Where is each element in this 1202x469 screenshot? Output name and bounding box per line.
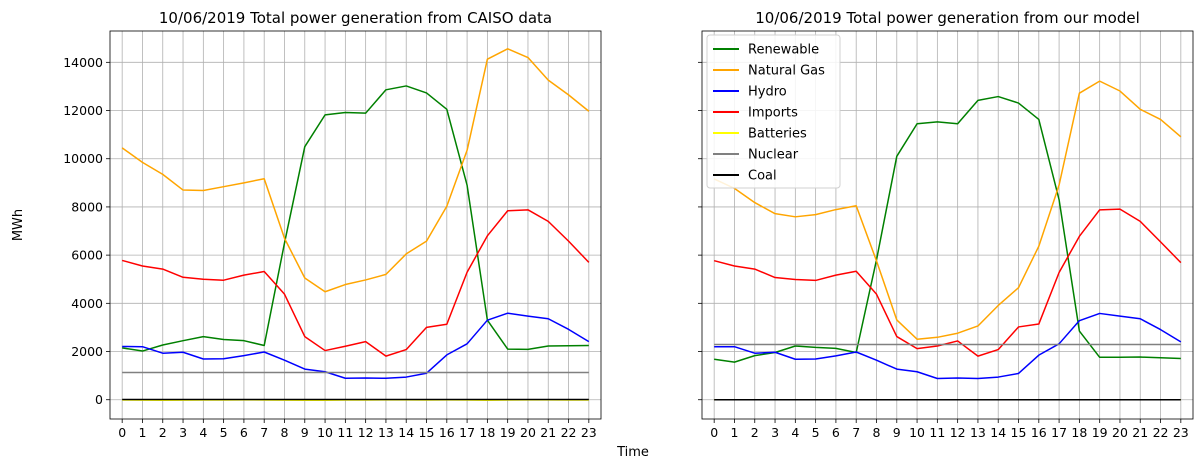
x-tick-label: 17	[1051, 425, 1067, 440]
x-tick-label: 2	[751, 425, 759, 440]
legend-entry: Renewable	[748, 43, 819, 58]
x-tick-label: 20	[520, 425, 536, 440]
x-tick-label: 10	[317, 425, 333, 440]
x-tick-label: 16	[439, 425, 455, 440]
x-tick-label: 14	[398, 425, 414, 440]
x-tick-label: 6	[832, 425, 840, 440]
y-axis-label: MWh	[11, 209, 26, 241]
series-line-hydro	[122, 312, 590, 380]
x-tick-label: 7	[260, 425, 268, 440]
series-line-renewable	[122, 85, 589, 352]
x-tick-label: 22	[561, 425, 577, 440]
chart-title: 10/06/2019 Total power generation from C…	[159, 9, 552, 27]
x-tick-label: 8	[873, 425, 881, 440]
x-tick-label: 8	[281, 425, 289, 440]
x-tick-label: 17	[459, 425, 475, 440]
legend-entry: Batteries	[748, 127, 807, 142]
series-line-natural-gas	[121, 48, 590, 293]
legend-box	[706, 34, 841, 189]
legend-entry: Hydro	[748, 85, 787, 100]
y-tick-label: 10000	[63, 151, 103, 166]
x-tick-label: 1	[730, 425, 738, 440]
x-tick-label: 18	[1071, 425, 1087, 440]
x-tick-label: 21	[540, 425, 556, 440]
legend-entry: Imports	[748, 106, 798, 121]
x-tick-label: 23	[1173, 425, 1189, 440]
legend-entry: Nuclear	[748, 148, 799, 163]
x-tick-label: 18	[479, 425, 495, 440]
x-tick-label: 19	[500, 425, 516, 440]
y-tick-label: 2000	[71, 344, 103, 359]
x-tick-label: 12	[950, 425, 966, 440]
x-tick-label: 22	[1153, 425, 1169, 440]
x-tick-label: 4	[791, 425, 799, 440]
subplot-2: 0 1 2 3 4 5 6 7 8 9 10 11 12 13 14 15 16 17 18 19 20 21 22 2310…	[698, 9, 1194, 440]
series-line-renewable	[714, 95, 1181, 363]
series-line-imports	[713, 208, 1182, 357]
series-line-imports	[121, 209, 590, 357]
y-tick-label: 12000	[63, 103, 103, 118]
y-tick-label: 14000	[63, 55, 103, 70]
legend-entry: Natural Gas	[748, 64, 825, 79]
x-tick-label: 10	[909, 425, 925, 440]
series-line-natural-gas	[713, 80, 1182, 340]
x-tick-label: 19	[1092, 425, 1108, 440]
x-tick-label: 23	[581, 425, 597, 440]
x-tick-label: 5	[812, 425, 820, 440]
series-line-hydro	[714, 312, 1182, 380]
x-tick-label: 13	[970, 425, 986, 440]
plot-frame	[109, 30, 602, 420]
plot-frame	[701, 30, 1194, 420]
x-axis-label: Time	[616, 445, 649, 460]
x-tick-label: 0	[710, 425, 718, 440]
x-tick-label: 4	[199, 425, 207, 440]
x-tick-label: 11	[337, 425, 353, 440]
x-tick-label: 15	[1011, 425, 1027, 440]
chart-title: 10/06/2019 Total power generation from o…	[755, 9, 1140, 27]
x-tick-label: 5	[220, 425, 228, 440]
x-tick-label: 15	[419, 425, 435, 440]
x-tick-label: 2	[159, 425, 167, 440]
x-tick-label: 11	[929, 425, 945, 440]
x-tick-label: 3	[771, 425, 779, 440]
subplot-1: 0 1 2 3 4 5 6 7 8 9 10 11 12 13 14 15 16 17 18 19 20 21 22 2302…	[63, 9, 602, 440]
legend: Renewable Natural Gas Hydro Imports Batterie…	[706, 34, 841, 189]
x-tick-label: 6	[240, 425, 248, 440]
legend-entry: Coal	[748, 169, 777, 184]
x-tick-label: 20	[1112, 425, 1128, 440]
x-tick-label: 14	[990, 425, 1006, 440]
y-tick-label: 6000	[71, 248, 103, 263]
x-tick-label: 1	[138, 425, 146, 440]
y-tick-label: 0	[95, 392, 103, 407]
x-tick-label: 0	[118, 425, 126, 440]
x-tick-label: 9	[301, 425, 309, 440]
x-tick-label: 7	[852, 425, 860, 440]
x-tick-label: 12	[358, 425, 374, 440]
x-tick-label: 9	[893, 425, 901, 440]
y-tick-label: 8000	[71, 199, 103, 214]
x-tick-label: 13	[378, 425, 394, 440]
x-tick-label: 21	[1132, 425, 1148, 440]
x-tick-label: 16	[1031, 425, 1047, 440]
x-tick-label: 3	[179, 425, 187, 440]
y-tick-label: 4000	[71, 296, 103, 311]
